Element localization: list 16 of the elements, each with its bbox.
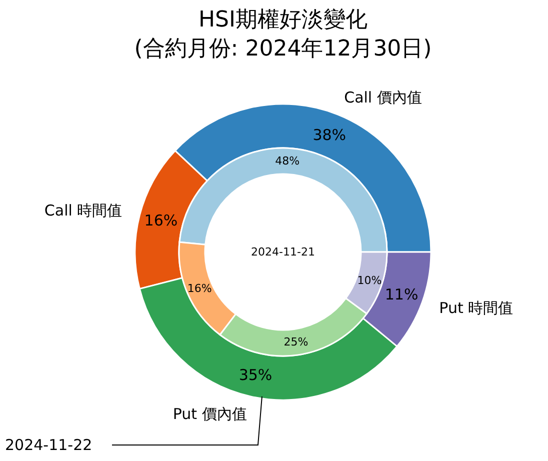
data-label: 48% bbox=[275, 154, 300, 168]
chart-subtitle: (合約月份: 2024年12月30日) bbox=[134, 36, 432, 62]
slice-label: Call 價內值 bbox=[344, 88, 422, 107]
data-label: 25% bbox=[284, 336, 308, 349]
data-label: 38% bbox=[312, 126, 346, 144]
slice-label: Put 時間值 bbox=[439, 299, 514, 318]
slice-label: 2024-11-22 bbox=[5, 436, 92, 454]
chart-title: HSI期權好淡變化 bbox=[198, 8, 368, 32]
data-label: 35% bbox=[238, 366, 272, 384]
slice-label: Call 時間值 bbox=[44, 202, 122, 220]
data-label: 16% bbox=[187, 282, 212, 295]
slice-label: Put 價內值 bbox=[172, 405, 247, 423]
data-label: 16% bbox=[144, 212, 178, 230]
data-label: 10% bbox=[357, 274, 382, 287]
data-label: 11% bbox=[384, 286, 418, 304]
slice-label: 2024-11-21 bbox=[251, 246, 315, 258]
